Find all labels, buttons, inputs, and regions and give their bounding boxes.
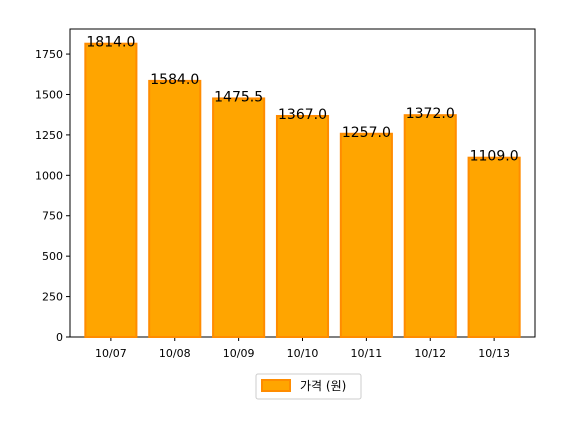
bar: [275, 114, 330, 338]
y-tick-label: 1250: [35, 129, 63, 142]
y-tick-label: 1750: [35, 48, 63, 61]
x-tick-label: 10/09: [223, 347, 255, 360]
bar-value-label: 1257.0: [342, 125, 391, 141]
y-tick-label: 1500: [35, 88, 63, 101]
y-tick-label: 750: [42, 210, 63, 223]
y-tick-label: 500: [42, 250, 63, 263]
x-axis: 10/07 10/08 10/09 10/10 10/11 10/12 10/13: [95, 337, 510, 360]
bar-value-label: 1584.0: [150, 72, 199, 88]
y-tick-label: 250: [42, 291, 63, 304]
y-axis: 0 250 500 750 1000 1250 1500 1750: [35, 48, 70, 344]
x-tick-label: 10/13: [478, 347, 510, 360]
x-tick-label: 10/11: [351, 347, 383, 360]
bar-value-label: 1475.5: [214, 89, 263, 105]
x-tick-label: 10/08: [159, 347, 191, 360]
bar: [84, 42, 138, 338]
bar: [212, 97, 266, 338]
x-tick-label: 10/07: [95, 347, 127, 360]
x-tick-label: 10/12: [414, 347, 446, 360]
bar: [403, 114, 457, 339]
bar: [467, 156, 521, 338]
bar-value-label: 1367.0: [278, 107, 327, 123]
y-tick-label: 0: [56, 331, 63, 344]
data-labels: 1814.0 1584.0 1475.5 1367.0 1257.0 1372.0 1109…: [86, 35, 518, 165]
legend-label: 가격 (원): [300, 379, 346, 393]
bar: [148, 79, 202, 339]
bars: [84, 42, 521, 339]
bar-value-label: 1109.0: [470, 149, 519, 165]
y-tick-label: 1000: [35, 169, 63, 182]
bar-value-label: 1814.0: [86, 35, 135, 51]
legend-swatch: [261, 379, 291, 392]
bar-value-label: 1372.0: [406, 106, 455, 122]
legend: 가격 (원): [255, 373, 362, 400]
bar: [339, 132, 393, 338]
x-tick-label: 10/10: [287, 347, 319, 360]
